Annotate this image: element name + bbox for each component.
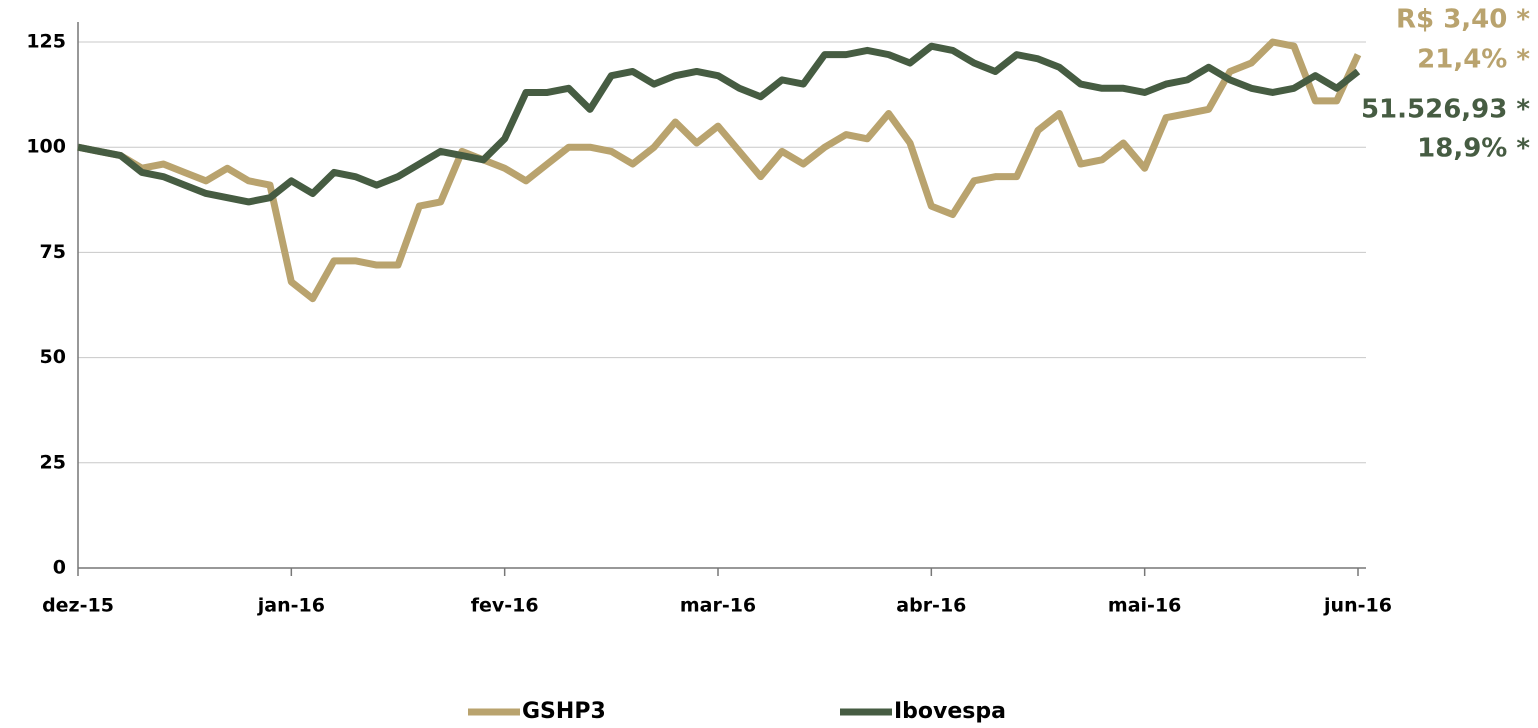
x-tick-label: jun-16 xyxy=(1323,595,1392,617)
x-tick-label: mar-16 xyxy=(680,595,756,617)
x-tick-label: mai-16 xyxy=(1108,595,1181,617)
y-tick-label: 25 xyxy=(40,451,66,473)
annotation: 51.526,93 * xyxy=(1361,95,1530,125)
annotation: R$ 3,40 * xyxy=(1396,5,1530,35)
legend-label: Ibovespa xyxy=(894,699,1006,724)
y-tick-label: 50 xyxy=(40,346,66,368)
legend-label: GSHP3 xyxy=(522,699,606,724)
x-tick-label: abr-16 xyxy=(896,595,966,617)
y-tick-label: 0 xyxy=(53,557,66,579)
line-series xyxy=(77,42,1361,206)
x-tick-label: jan-16 xyxy=(257,595,325,617)
annotation: 21,4% * xyxy=(1417,45,1530,75)
y-tick-label: 100 xyxy=(26,136,66,158)
annotation: 18,9% * xyxy=(1417,134,1530,164)
y-tick-label: 125 xyxy=(26,31,66,53)
line-series xyxy=(77,38,1362,303)
x-tick-label: dez-15 xyxy=(42,595,114,617)
x-tick-label: fev-16 xyxy=(471,595,539,617)
y-tick-label: 75 xyxy=(40,241,66,263)
